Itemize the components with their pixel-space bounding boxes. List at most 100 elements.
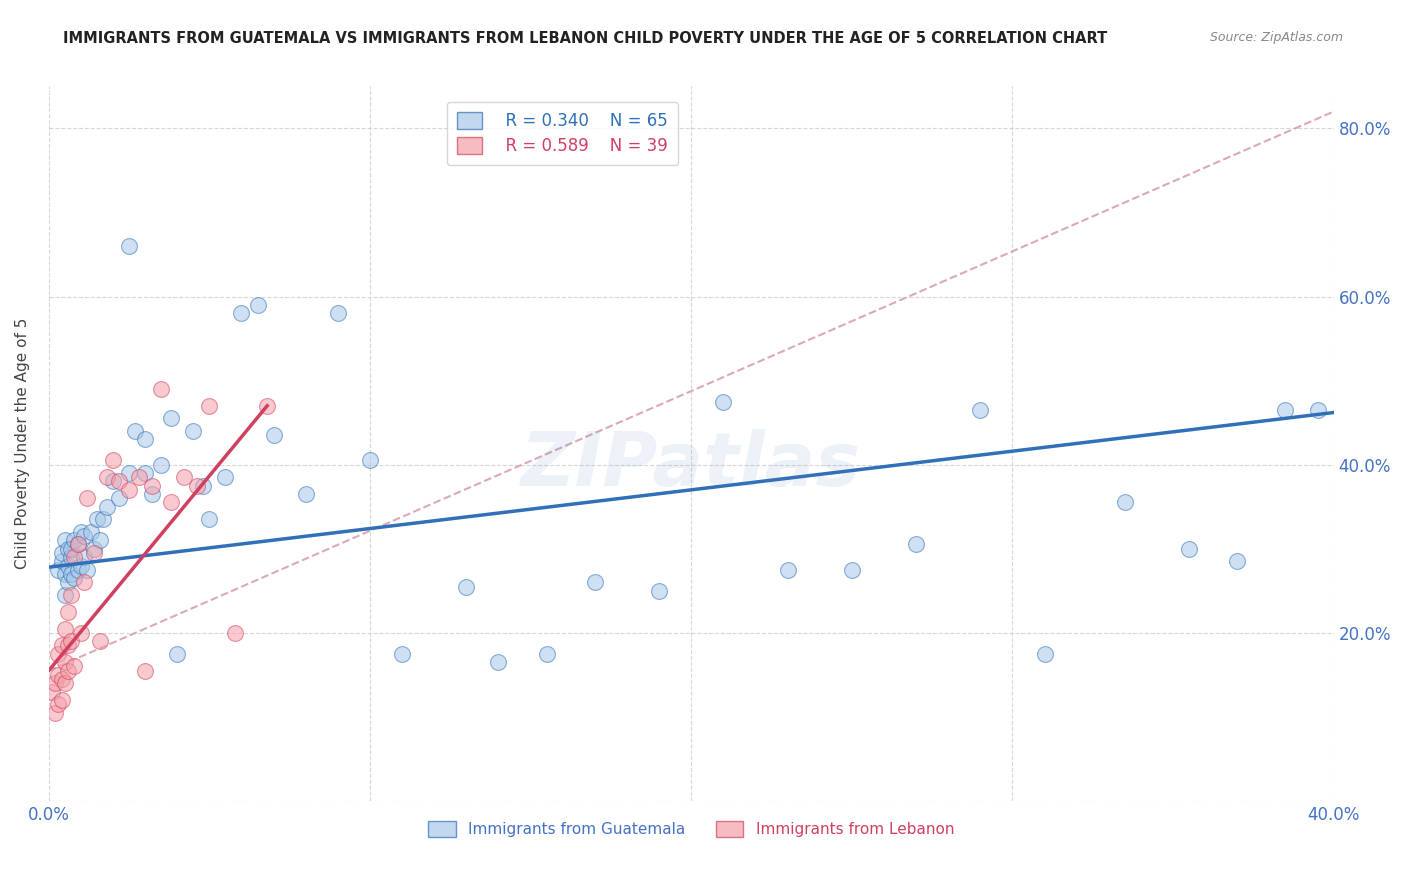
Point <box>841 563 863 577</box>
Point <box>141 487 163 501</box>
Point <box>231 306 253 320</box>
Point <box>93 512 115 526</box>
Point <box>1274 403 1296 417</box>
Point <box>48 697 70 711</box>
Point <box>150 382 173 396</box>
Point <box>83 546 105 560</box>
Point <box>63 571 86 585</box>
Point <box>456 580 478 594</box>
Point <box>51 672 73 686</box>
Point <box>1114 495 1136 509</box>
Point <box>66 537 89 551</box>
Point <box>51 546 73 560</box>
Point <box>1226 554 1249 568</box>
Point <box>108 475 131 489</box>
Point <box>1306 403 1329 417</box>
Point <box>73 529 96 543</box>
Legend: Immigrants from Guatemala, Immigrants from Lebanon: Immigrants from Guatemala, Immigrants fr… <box>422 815 960 843</box>
Point <box>118 239 141 253</box>
Point <box>56 541 79 556</box>
Point <box>83 541 105 556</box>
Point <box>198 512 221 526</box>
Point <box>44 706 66 720</box>
Point <box>86 512 108 526</box>
Point <box>63 550 86 565</box>
Point <box>56 558 79 573</box>
Point <box>53 566 76 581</box>
Point <box>70 625 93 640</box>
Point <box>294 487 316 501</box>
Text: IMMIGRANTS FROM GUATEMALA VS IMMIGRANTS FROM LEBANON CHILD POVERTY UNDER THE AGE: IMMIGRANTS FROM GUATEMALA VS IMMIGRANTS … <box>63 31 1108 46</box>
Point <box>198 399 221 413</box>
Point <box>48 667 70 681</box>
Point <box>53 533 76 548</box>
Point <box>648 583 671 598</box>
Point <box>181 424 204 438</box>
Y-axis label: Child Poverty Under the Age of 5: Child Poverty Under the Age of 5 <box>15 318 30 569</box>
Point <box>70 524 93 539</box>
Text: Source: ZipAtlas.com: Source: ZipAtlas.com <box>1209 31 1343 45</box>
Point <box>60 541 83 556</box>
Point <box>124 424 146 438</box>
Point <box>60 588 83 602</box>
Point <box>391 647 413 661</box>
Point <box>536 647 558 661</box>
Point <box>56 575 79 590</box>
Point <box>51 693 73 707</box>
Point <box>134 466 156 480</box>
Text: ZIPatlas: ZIPatlas <box>522 428 862 501</box>
Point <box>53 588 76 602</box>
Point <box>263 428 285 442</box>
Point <box>359 453 381 467</box>
Point <box>76 491 98 506</box>
Point <box>173 470 195 484</box>
Point <box>1178 541 1201 556</box>
Point <box>53 655 76 669</box>
Point <box>56 639 79 653</box>
Point <box>488 655 510 669</box>
Point <box>53 676 76 690</box>
Point <box>134 664 156 678</box>
Point <box>224 625 246 640</box>
Point <box>159 411 181 425</box>
Point <box>583 575 606 590</box>
Point <box>256 399 278 413</box>
Point <box>51 554 73 568</box>
Point <box>66 537 89 551</box>
Point <box>89 533 111 548</box>
Point <box>60 634 83 648</box>
Point <box>141 478 163 492</box>
Point <box>101 453 124 467</box>
Point <box>76 563 98 577</box>
Point <box>53 622 76 636</box>
Point <box>905 537 928 551</box>
Point <box>711 394 734 409</box>
Point <box>246 298 269 312</box>
Point <box>1033 647 1056 661</box>
Point <box>63 659 86 673</box>
Point <box>108 491 131 506</box>
Point <box>118 483 141 497</box>
Point <box>73 550 96 565</box>
Point <box>96 470 118 484</box>
Point <box>89 634 111 648</box>
Point <box>66 563 89 577</box>
Point <box>101 475 124 489</box>
Point <box>159 495 181 509</box>
Point <box>41 684 63 698</box>
Point <box>48 647 70 661</box>
Point <box>44 676 66 690</box>
Point <box>191 478 214 492</box>
Point <box>73 575 96 590</box>
Point <box>79 524 101 539</box>
Point <box>214 470 236 484</box>
Point <box>96 500 118 514</box>
Point <box>60 566 83 581</box>
Point <box>150 458 173 472</box>
Point <box>48 563 70 577</box>
Point <box>56 664 79 678</box>
Point <box>969 403 991 417</box>
Point <box>118 466 141 480</box>
Point <box>63 533 86 548</box>
Point <box>186 478 208 492</box>
